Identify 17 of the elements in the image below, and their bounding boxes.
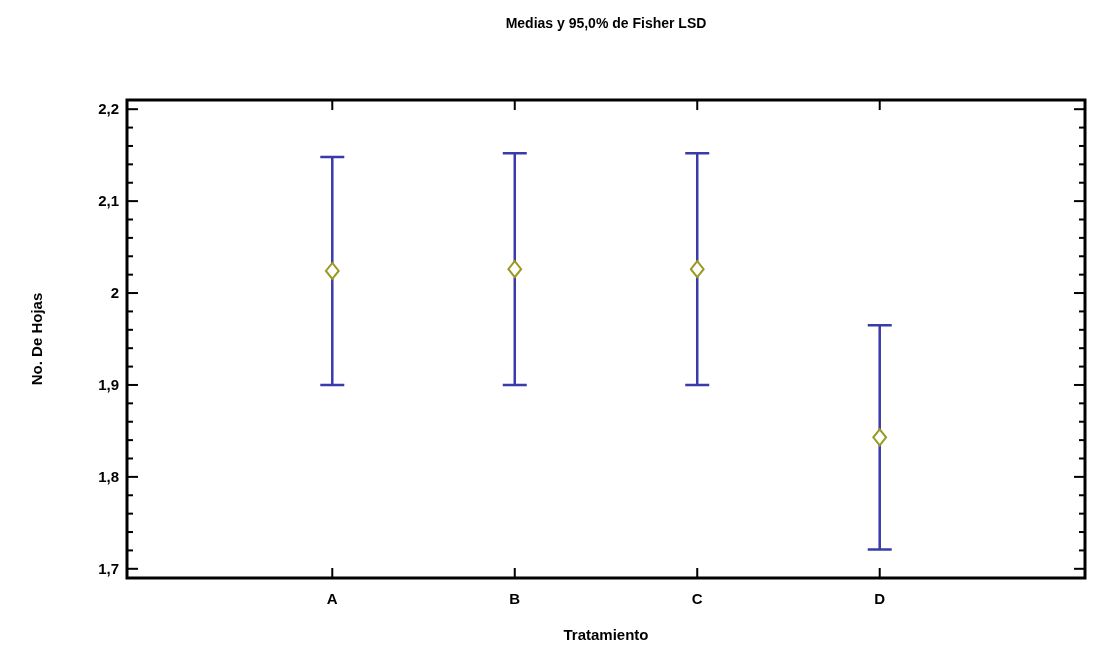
point (689, 260, 705, 279)
point (324, 261, 340, 280)
y-tick-label: 1,9 (98, 376, 119, 394)
y-axis-title: No. De Hojas (28, 292, 45, 386)
point (507, 260, 523, 279)
y-tick-label: 2,2 (98, 100, 119, 118)
x-axis-title: Tratamiento (563, 626, 649, 643)
y-tick-label: 2,1 (98, 192, 119, 210)
y-tick-label: 2 (110, 284, 119, 302)
x-tick-label: C (691, 590, 703, 607)
x-tick-label: A (326, 590, 338, 607)
x-tick-label: D (874, 590, 886, 607)
y-tick-label: 1,7 (98, 560, 119, 578)
x-tick-label: B (509, 590, 521, 607)
point (872, 428, 888, 447)
chart-title: Medias y 95,0% de Fisher LSD (505, 15, 707, 31)
y-tick-label: 1,8 (98, 468, 119, 486)
